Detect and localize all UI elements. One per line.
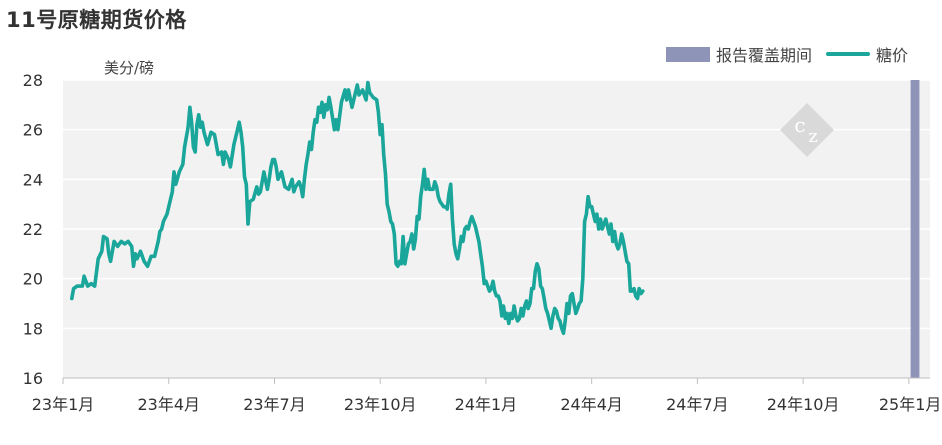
x-tick-label: 24年1月 [455,395,518,414]
logo-diamond-shape [780,103,834,157]
chart-legend: 报告覆盖期间 糖价 [665,42,908,66]
y-tick-label: 16 [23,369,43,388]
x-tick-label: 25年1月 [879,395,942,414]
y-tick-label: 20 [23,270,43,289]
series-line-sugar-price [70,80,645,336]
report-period-band [910,80,920,378]
legend-swatch-line [825,52,870,56]
y-axis-ticks: 16 18 20 22 24 26 28 [23,71,43,388]
y-tick-label: 24 [23,170,43,189]
x-tick-label: 24年10月 [767,395,840,414]
x-tick-label: 23年7月 [243,395,306,414]
y-axis-label: 美分/磅 [104,59,154,77]
report-period-rect [910,80,920,378]
chart-title: 11号原糖期货价格 [6,8,187,32]
logo-glyph-c: c [794,113,805,137]
x-tick-label: 23年10月 [344,395,417,414]
y-tick-label: 26 [23,121,43,140]
y-tick-label: 28 [23,71,43,90]
x-tick-label: 24年4月 [560,395,623,414]
legend-item-period: 报告覆盖期间 [665,42,812,66]
x-axis: 23年1月 23年4月 23年7月 23年10月 24年1月 24年4月 24年7月 24年1… [32,377,942,414]
legend-label-period: 报告覆盖期间 [715,46,812,65]
y-tick-label: 18 [23,319,43,338]
legend-label-line: 糖价 [875,46,908,65]
x-tick-label: 23年1月 [32,395,95,414]
legend-swatch-period [665,46,710,62]
legend-item-line: 糖价 [825,42,908,66]
y-tick-label: 22 [23,220,43,239]
x-tick-label: 24年7月 [666,395,729,414]
logo-glyph-z: z [808,126,817,147]
x-tick-label: 23年4月 [137,395,200,414]
